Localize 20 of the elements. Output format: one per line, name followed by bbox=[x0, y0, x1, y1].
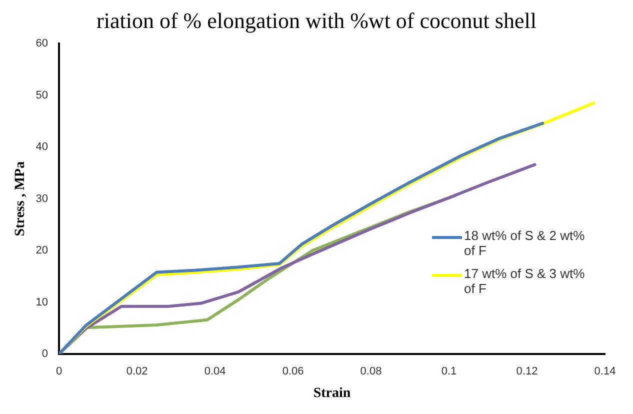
x-tick-label: 0.1 bbox=[441, 366, 457, 378]
y-tick-label: 40 bbox=[36, 141, 48, 154]
x-tick-label: 0.12 bbox=[516, 366, 538, 378]
chart-title: riation of % elongation with %wt of coconut shell bbox=[96, 8, 538, 34]
x-tick-label: 0.14 bbox=[594, 366, 616, 378]
y-tick-label: 50 bbox=[36, 89, 48, 102]
x-tick-label: 0 bbox=[56, 366, 62, 378]
y-tick-label: 30 bbox=[36, 192, 48, 205]
x-tick-label: 0.08 bbox=[360, 366, 382, 378]
y-axis-title: Stress , MPa bbox=[13, 161, 28, 236]
legend-label: 18 wt% of S & 2 wt% of F bbox=[464, 228, 586, 258]
x-tick-label: 0.06 bbox=[282, 366, 304, 378]
x-axis-title: Strain bbox=[313, 386, 351, 402]
legend-label: 17 wt% of S & 3 wt% of F bbox=[464, 266, 586, 296]
y-tick-label: 10 bbox=[36, 296, 48, 308]
x-tick-label: 0.02 bbox=[126, 366, 148, 378]
y-tick-label: 20 bbox=[36, 244, 48, 257]
y-tick-label: 60 bbox=[36, 38, 48, 50]
x-tick-label: 0.04 bbox=[204, 366, 226, 378]
y-tick-label: 0 bbox=[42, 348, 48, 360]
